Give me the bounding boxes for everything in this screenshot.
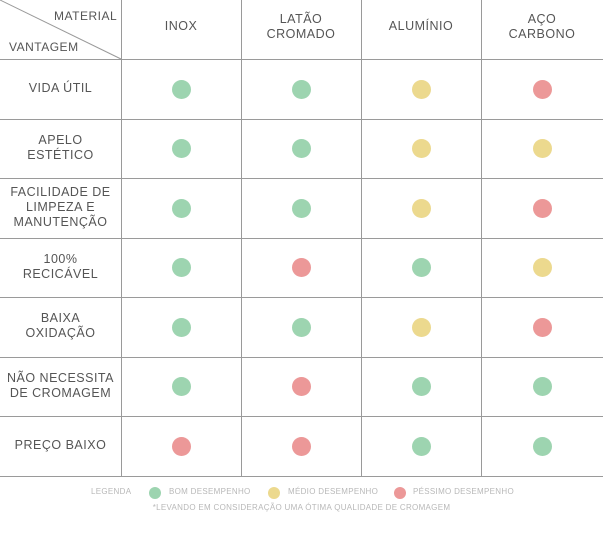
rating-dot-bom <box>171 317 191 337</box>
row-divider <box>0 59 603 60</box>
legend-dot-bom <box>149 487 161 499</box>
rating-dot-pessimo <box>532 79 552 99</box>
row-divider <box>0 476 603 477</box>
corner-label-vantagem: VANTAGEM <box>9 40 79 54</box>
rating-dot-medio <box>411 139 431 158</box>
rating-dot-bom <box>291 198 311 218</box>
legend-label-medio: MÉDIO DESEMPENHO <box>288 487 379 496</box>
rating-dot-medio <box>532 139 552 158</box>
rating-dot-bom <box>291 139 311 158</box>
rating-dot-pessimo <box>171 436 191 456</box>
rating-dot-bom <box>291 79 311 99</box>
row-divider <box>0 238 603 239</box>
rating-dot-medio <box>411 198 431 218</box>
rating-dot-bom <box>171 258 191 277</box>
legend-dot-pessimo <box>394 487 406 499</box>
legend-label-bom: BOM DESEMPENHO <box>169 487 251 496</box>
column-header: ALUMÍNIO <box>388 19 454 33</box>
rating-dot-bom <box>171 198 191 218</box>
rating-dot-medio <box>411 317 431 337</box>
rating-dot-pessimo <box>291 258 311 277</box>
row-label: FACILIDADE DE LIMPEZA E MANUTENÇÃO <box>10 184 111 229</box>
legend-title: LEGENDA <box>91 487 132 496</box>
column-divider <box>121 0 122 477</box>
row-divider <box>0 297 603 298</box>
rating-dot-pessimo <box>532 317 552 337</box>
rating-dot-bom <box>411 436 431 456</box>
row-divider <box>0 119 603 120</box>
rating-dot-medio <box>411 79 431 99</box>
column-divider <box>481 0 482 477</box>
row-divider <box>0 357 603 358</box>
rating-dot-pessimo <box>291 436 311 456</box>
corner-label-material: MATERIAL <box>54 9 118 23</box>
rating-dot-bom <box>171 377 191 396</box>
comparison-table: MATERIAL VANTAGEM INOX LATÃO CROMADO ALUMÍ… <box>0 0 603 477</box>
column-divider <box>241 0 242 477</box>
row-label: BAIXA OXIDAÇÃO <box>25 311 96 340</box>
row-label: APELO ESTÉTICO <box>27 132 94 162</box>
rating-dot-pessimo <box>532 198 552 218</box>
rating-dot-bom <box>291 317 311 337</box>
rating-dot-bom <box>532 436 552 456</box>
footnote: *LEVANDO EM CONSIDERAÇÃO UMA ÓTIMA QUALI… <box>152 503 451 512</box>
row-label: 100% RECICÁVEL <box>22 251 99 281</box>
row-label: VIDA ÚTIL <box>28 80 93 95</box>
rating-dot-pessimo <box>291 377 311 396</box>
rating-dot-medio <box>532 258 552 277</box>
rating-dot-bom <box>411 377 431 396</box>
column-header: LATÃO CROMADO <box>266 11 336 41</box>
legend: LEGENDA BOM DESEMPENHO MÉDIO DESEMPENHO … <box>0 487 603 501</box>
rating-dot-bom <box>532 377 552 396</box>
legend-dot-medio <box>268 487 280 499</box>
rating-dot-bom <box>171 139 191 158</box>
rating-dot-bom <box>171 79 191 99</box>
legend-label-pessimo: PÉSSIMO DESEMPENHO <box>413 487 514 496</box>
row-label: PREÇO BAIXO <box>14 437 107 452</box>
row-label: NÃO NECESSITA DE CROMAGEM <box>7 370 114 400</box>
column-header: AÇO CARBONO <box>508 11 576 41</box>
header-diagonal-line <box>0 0 122 60</box>
column-header: INOX <box>164 19 198 33</box>
rating-dot-bom <box>411 258 431 277</box>
row-divider <box>0 178 603 179</box>
column-divider <box>361 0 362 477</box>
row-divider <box>0 416 603 417</box>
